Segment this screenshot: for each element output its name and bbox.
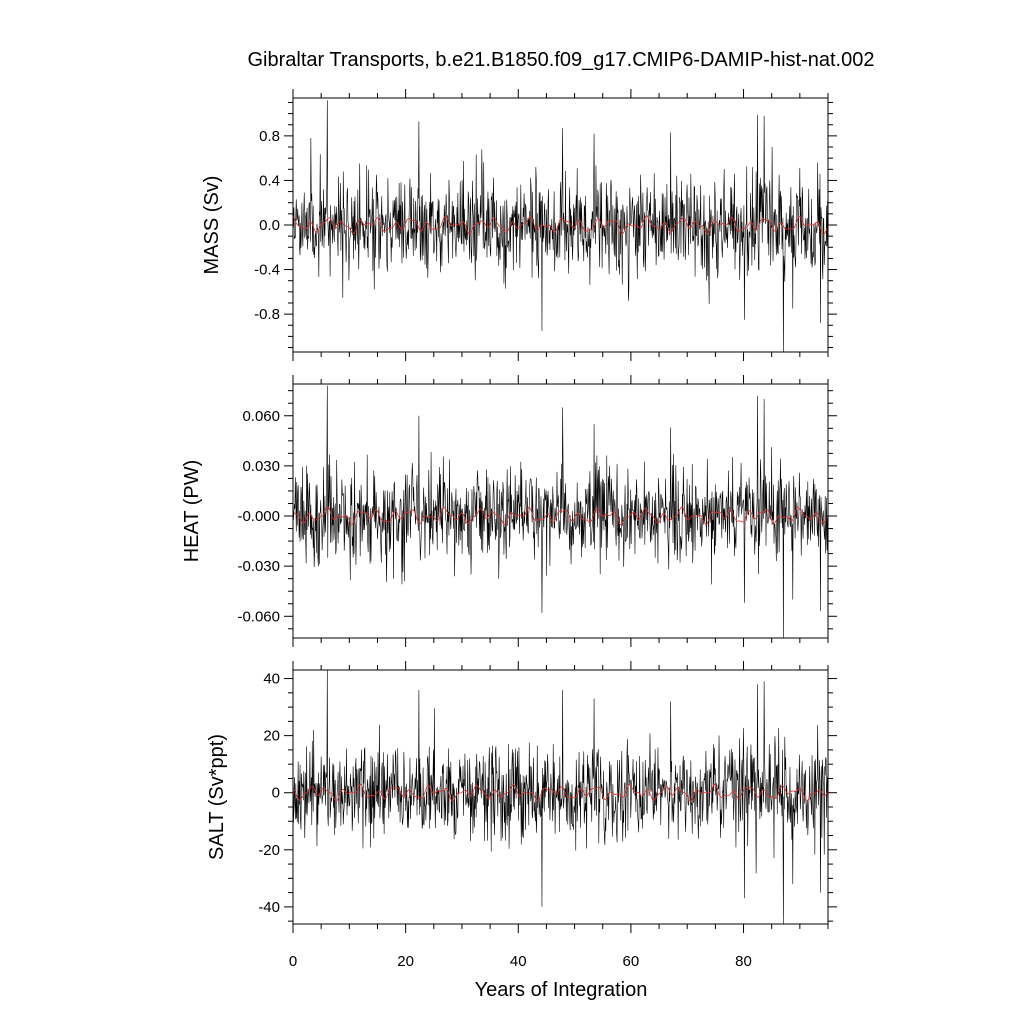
x-tick-label: 0 (289, 953, 297, 970)
series-smoothed-heat (292, 506, 828, 526)
y-tick-label-heat: -0.030 (237, 558, 280, 575)
y-tick-label-salt: 20 (263, 728, 280, 745)
y-axis-label-heat: HEAT (PW) (181, 460, 203, 563)
series-smoothed-salt (292, 783, 828, 802)
y-tick-label-mass: -0.4 (254, 262, 280, 279)
series-raw-heat (292, 385, 829, 639)
chart-title: Gibraltar Transports, b.e21.B1850.f09_g1… (248, 49, 875, 71)
y-axis-label-salt: SALT (Sv*ppt) (206, 734, 228, 860)
y-tick-label-heat: 0.030 (242, 458, 280, 475)
x-tick-label: 60 (623, 953, 640, 970)
panel-heat: HEAT (PW) 0.060 0.030 -0.000 -0.030 -0.060 (181, 375, 837, 647)
y-tick-label-salt: -40 (258, 899, 280, 916)
y-axis-label-mass: MASS (Sv) (201, 176, 223, 275)
panel-salt: SALT (Sv*ppt) 40 20 0 -20 -40 (206, 661, 837, 933)
y-tick-label-mass: 0.8 (259, 128, 280, 145)
series-raw-mass (292, 100, 829, 353)
y-tick-label-mass: -0.8 (254, 306, 280, 323)
y-tick-label-heat: -0.000 (237, 508, 280, 525)
x-axis-label: Years of Integration (475, 979, 648, 1001)
y-tick-label-salt: 0 (272, 785, 280, 802)
y-tick-label-salt: -20 (258, 842, 280, 859)
y-tick-label-salt: 40 (263, 671, 280, 688)
series-raw-salt (292, 669, 829, 925)
y-tick-label-heat: 0.060 (242, 408, 280, 425)
y-tick-label-mass: 0.4 (259, 172, 280, 189)
x-tick-label: 40 (510, 953, 527, 970)
x-tick-label: 20 (397, 953, 414, 970)
y-tick-label-mass: 0.0 (259, 217, 280, 234)
y-tick-label-heat: -0.060 (237, 608, 280, 625)
plot-frame-salt (292, 669, 829, 925)
series-smoothed-mass (292, 214, 828, 235)
plot-frame-heat (292, 383, 829, 639)
panel-mass: MASS (Sv) 0.8 0.4 0.0 -0.4 -0.8 (201, 89, 837, 361)
x-tick-label: 80 (735, 953, 752, 970)
